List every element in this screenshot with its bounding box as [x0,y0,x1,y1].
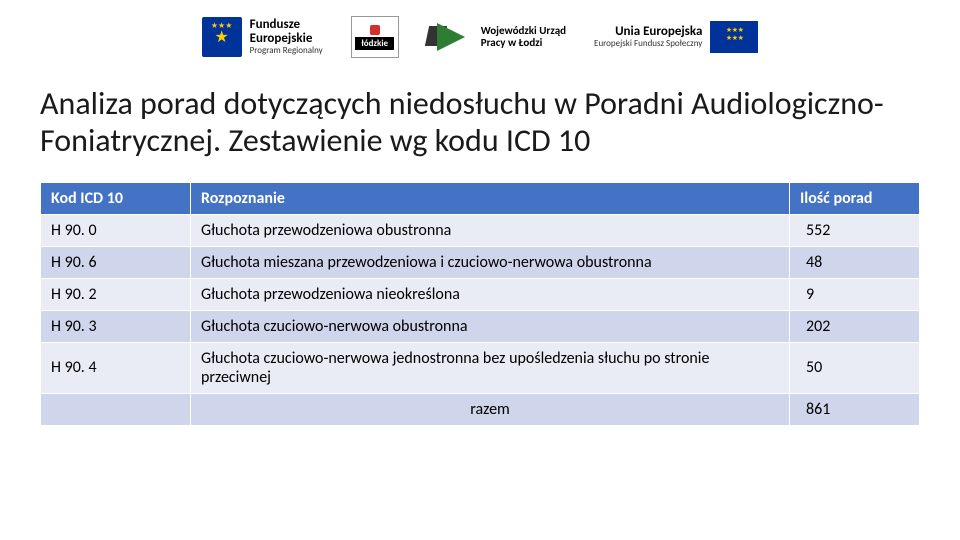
cell-diag: Głuchota czuciowo-nerwowa jednostronna b… [191,342,790,393]
table-row: H 90. 2 Głuchota przewodzeniowa nieokreś… [41,278,920,310]
logo-ue: Unia Europejska Europejski Fundusz Społe… [594,21,758,53]
ue-sub: Europejski Fundusz Społeczny [594,39,702,49]
cell-diag: Głuchota przewodzeniowa nieokreślona [191,278,790,310]
cell-code: H 90. 6 [41,246,191,278]
eu-flag-icon: ★ ★ ★ [710,21,758,53]
col-diag: Rozpoznanie [191,182,790,214]
logo-wup: Wojewódzki Urząd Pracy w Łodzi [427,22,566,52]
page-title: Analiza porad dotyczących niedosłuchu w … [40,86,920,160]
ue-main: Unia Europejska [615,25,702,39]
cell-count: 202 [790,310,920,342]
logo-lodzkie: łódzkie [351,16,399,58]
table-row: H 90. 3 Głuchota czuciowo-nerwowa obustr… [41,310,920,342]
cell-code: H 90. 4 [41,342,191,393]
table-summary-row: razem 861 [41,393,920,425]
cell-count: 50 [790,342,920,393]
summary-label: razem [191,393,790,425]
cell-diag: Głuchota czuciowo-nerwowa obustronna [191,310,790,342]
table-header-row: Kod ICD 10 Rozpoznanie Ilość porad [41,182,920,214]
wup-line2: Pracy w Łodzi [481,37,566,49]
arrow-icon [427,22,473,52]
summary-count: 861 [790,393,920,425]
cell-diag: Głuchota przewodzeniowa obustronna [191,214,790,246]
col-code: Kod ICD 10 [41,182,191,214]
table-row: H 90. 0 Głuchota przewodzeniowa obustron… [41,214,920,246]
table-row: H 90. 6 Głuchota mieszana przewodzeniowa… [41,246,920,278]
cell-code: H 90. 0 [41,214,191,246]
lodzkie-icon: łódzkie [351,16,399,58]
logo-strip: Fundusze Europejskie Program Regionalny … [40,16,920,58]
logo-fundusze: Fundusze Europejskie Program Regionalny [202,17,323,57]
fe-main1: Fundusze [250,18,323,32]
fe-main2: Europejskie [250,32,323,46]
cell-count: 48 [790,246,920,278]
fe-star-icon [202,17,242,57]
cell-count: 552 [790,214,920,246]
icd-table: Kod ICD 10 Rozpoznanie Ilość porad H 90.… [40,182,920,426]
cell-code: H 90. 3 [41,310,191,342]
table-row: H 90. 4 Głuchota czuciowo-nerwowa jednos… [41,342,920,393]
cell-diag: Głuchota mieszana przewodzeniowa i czuci… [191,246,790,278]
cell-code-empty [41,393,191,425]
col-count: Ilość porad [790,182,920,214]
fe-sub: Program Regionalny [250,46,323,56]
lodzkie-label: łódzkie [355,37,394,50]
cell-count: 9 [790,278,920,310]
cell-code: H 90. 2 [41,278,191,310]
